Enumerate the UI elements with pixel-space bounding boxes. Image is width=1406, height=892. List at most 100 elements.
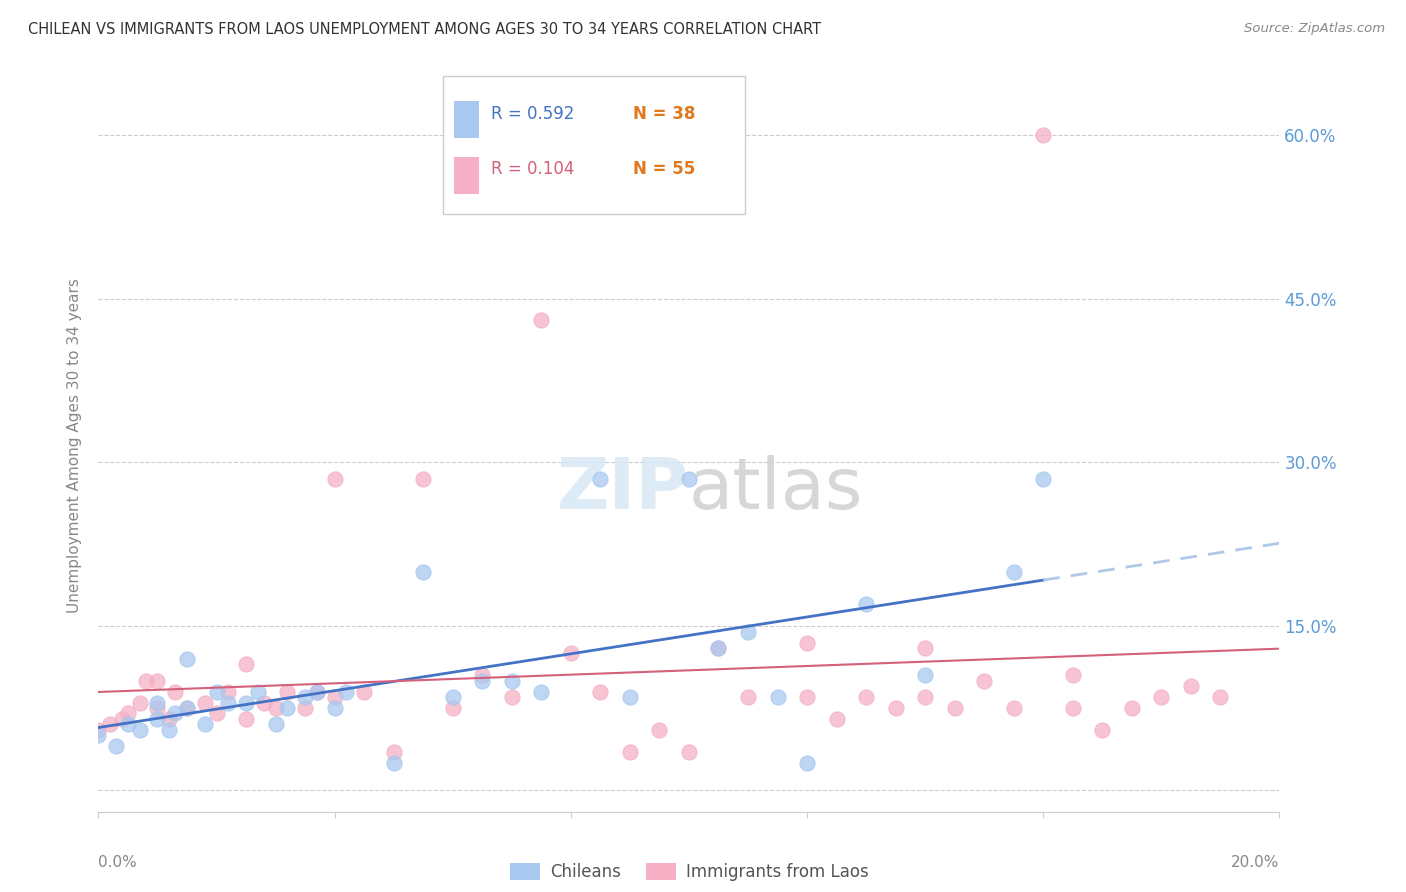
Text: atlas: atlas: [689, 456, 863, 524]
Point: [235, 657, 257, 672]
Point: [135, 673, 157, 688]
Point: [1032, 128, 1054, 142]
Point: [253, 696, 276, 710]
Point: [146, 673, 169, 688]
Point: [737, 624, 759, 639]
Point: [117, 706, 139, 721]
Point: [128, 696, 150, 710]
Point: [441, 701, 464, 715]
Point: [1002, 701, 1025, 715]
Point: [264, 701, 287, 715]
Point: [648, 723, 671, 737]
Point: [146, 701, 169, 715]
Point: [205, 706, 228, 721]
Point: [501, 673, 523, 688]
Point: [264, 717, 287, 731]
Point: [1150, 690, 1173, 704]
Point: [87, 723, 110, 737]
Point: [305, 684, 328, 698]
Point: [323, 472, 346, 486]
Text: 20.0%: 20.0%: [1232, 855, 1279, 871]
Point: [165, 706, 187, 721]
Point: [796, 690, 818, 704]
Point: [737, 690, 759, 704]
Point: [501, 690, 523, 704]
Point: [205, 684, 228, 698]
Point: [235, 712, 257, 726]
Point: [914, 668, 936, 682]
Point: [825, 712, 848, 726]
Point: [678, 472, 700, 486]
Point: [914, 640, 936, 655]
Point: [589, 472, 612, 486]
Point: [276, 701, 298, 715]
Text: N = 38: N = 38: [633, 105, 695, 123]
Point: [943, 701, 966, 715]
Text: Source: ZipAtlas.com: Source: ZipAtlas.com: [1244, 22, 1385, 36]
Point: [1091, 723, 1114, 737]
Text: N = 55: N = 55: [633, 161, 695, 178]
Point: [855, 690, 877, 704]
Point: [619, 745, 641, 759]
Point: [294, 701, 316, 715]
Point: [246, 684, 269, 698]
Point: [884, 701, 907, 715]
Point: [530, 684, 553, 698]
Point: [796, 635, 818, 649]
Point: [1180, 679, 1202, 693]
Point: [1121, 701, 1143, 715]
Point: [412, 472, 434, 486]
Point: [471, 668, 494, 682]
Point: [157, 712, 180, 726]
Text: CHILEAN VS IMMIGRANTS FROM LAOS UNEMPLOYMENT AMONG AGES 30 TO 34 YEARS CORRELATI: CHILEAN VS IMMIGRANTS FROM LAOS UNEMPLOY…: [28, 22, 821, 37]
Point: [235, 696, 257, 710]
Point: [194, 696, 217, 710]
Point: [1209, 690, 1232, 704]
Point: [111, 712, 134, 726]
Point: [128, 723, 150, 737]
Point: [530, 313, 553, 327]
Point: [914, 690, 936, 704]
Point: [678, 745, 700, 759]
Point: [117, 717, 139, 731]
Point: [146, 712, 169, 726]
Text: R = 0.104: R = 0.104: [491, 161, 574, 178]
Point: [441, 690, 464, 704]
Point: [176, 701, 198, 715]
Point: [766, 690, 789, 704]
Point: [217, 684, 239, 698]
Legend: Chileans, Immigrants from Laos: Chileans, Immigrants from Laos: [503, 856, 875, 888]
Point: [471, 673, 494, 688]
Point: [382, 756, 405, 770]
Point: [176, 701, 198, 715]
Point: [98, 717, 121, 731]
Point: [323, 690, 346, 704]
Point: [707, 640, 730, 655]
Text: R = 0.592: R = 0.592: [491, 105, 574, 123]
Point: [157, 723, 180, 737]
Point: [796, 756, 818, 770]
Point: [1062, 701, 1084, 715]
Point: [382, 745, 405, 759]
Point: [194, 717, 217, 731]
Point: [323, 701, 346, 715]
Point: [87, 728, 110, 742]
Point: [1062, 668, 1084, 682]
Point: [276, 684, 298, 698]
Point: [294, 690, 316, 704]
Point: [105, 739, 128, 754]
Point: [589, 684, 612, 698]
Text: ZIP: ZIP: [557, 456, 689, 524]
Point: [176, 652, 198, 666]
Point: [335, 684, 357, 698]
Point: [1002, 565, 1025, 579]
Point: [619, 690, 641, 704]
Point: [412, 565, 434, 579]
Point: [707, 640, 730, 655]
Text: 0.0%: 0.0%: [98, 855, 138, 871]
Point: [305, 684, 328, 698]
Point: [1032, 472, 1054, 486]
Point: [855, 597, 877, 611]
Point: [973, 673, 995, 688]
Point: [165, 684, 187, 698]
